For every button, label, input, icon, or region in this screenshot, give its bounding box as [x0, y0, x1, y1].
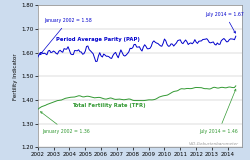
Text: VID-Geburtenbarometer: VID-Geburtenbarometer: [189, 142, 239, 146]
Text: Period Average Parity (PAP): Period Average Parity (PAP): [56, 37, 140, 42]
Text: July 2014 = 1.67: July 2014 = 1.67: [206, 12, 244, 33]
Text: January 2002 = 1.36: January 2002 = 1.36: [40, 112, 90, 134]
Text: Total Fertility Rate (TFR): Total Fertility Rate (TFR): [72, 103, 146, 108]
Text: January 2002 = 1.58: January 2002 = 1.58: [40, 18, 92, 55]
Text: July 2014 = 1.46: July 2014 = 1.46: [199, 89, 238, 134]
Y-axis label: Fertility Indicator: Fertility Indicator: [14, 53, 18, 100]
